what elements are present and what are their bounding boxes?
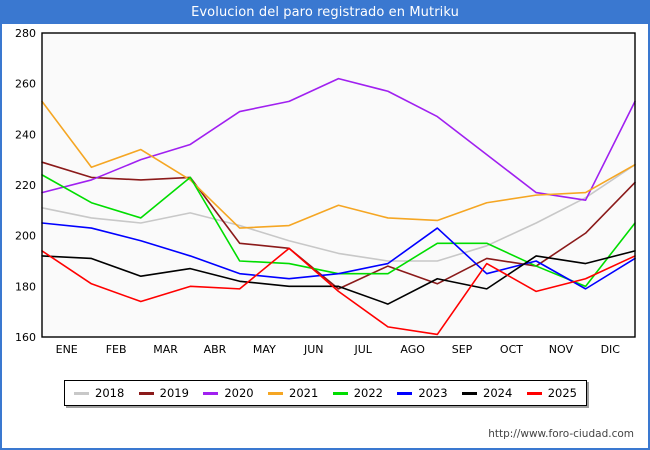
legend-label: 2024: [483, 386, 513, 400]
series-line-2021: [41, 100, 636, 229]
legend-item-2025[interactable]: 2025: [526, 386, 577, 400]
window-title: Evolucion del paro registrado en Mutriku: [2, 2, 648, 24]
x-axis-tick-label: ABR: [204, 343, 227, 356]
x-axis-tick-label: AGO: [400, 343, 425, 356]
legend-label: 2020: [224, 386, 254, 400]
chart-plot-area: 160 180 200 220 240 260 280 ENE FEB MAR ABR MAY JUN…: [2, 24, 648, 374]
x-axis-tick-label: JUL: [353, 343, 372, 356]
x-axis-tick-label: NOV: [549, 343, 574, 356]
y-axis-tick-label: 200: [15, 230, 36, 243]
y-axis-tick-labels: 160 180 200 220 240 260 280: [15, 27, 36, 344]
series-line-2025: [41, 247, 636, 336]
y-axis-tick-label: 220: [15, 179, 36, 192]
legend-swatch-icon: [526, 391, 542, 395]
y-axis-tick-label: 160: [15, 331, 36, 344]
x-axis-tick-labels: ENE FEB MAR ABR MAY JUN JUL AGO SEP OCT NOV DIC: [56, 343, 621, 356]
y-axis-tick-label: 240: [15, 128, 36, 141]
legend-item-2019[interactable]: 2019: [138, 386, 189, 400]
legend-swatch-icon: [268, 391, 284, 395]
legend-item-2020[interactable]: 2020: [203, 386, 254, 400]
legend-item-2022[interactable]: 2022: [332, 386, 383, 400]
x-axis-tick-label: MAR: [153, 343, 178, 356]
series-line-2020: [41, 77, 636, 201]
plot-frame: [41, 32, 636, 338]
x-axis-tick-label: DIC: [601, 343, 621, 356]
x-axis-tick-label: MAY: [253, 343, 276, 356]
legend-label: 2018: [95, 386, 125, 400]
x-axis-tick-label: JUN: [303, 343, 324, 356]
legend-label: 2021: [289, 386, 319, 400]
chart-legend: 2018 2019 2020 2021 2022 2023 2024 2025: [64, 380, 587, 406]
line-chart-svg: 160 180 200 220 240 260 280 ENE FEB MAR ABR MAY JUN…: [15, 27, 636, 356]
source-url: http://www.foro-ciudad.com: [488, 428, 634, 440]
legend-label: 2025: [547, 386, 577, 400]
legend-swatch-icon: [138, 391, 154, 395]
legend-label: 2019: [159, 386, 189, 400]
x-axis-tick-label: OCT: [500, 343, 523, 356]
legend-label: 2023: [418, 386, 448, 400]
x-axis-tick-label: FEB: [106, 343, 127, 356]
series-line-2024: [41, 250, 636, 305]
legend-swatch-icon: [74, 391, 89, 395]
y-axis-tick-label: 180: [15, 280, 36, 293]
legend-item-2024[interactable]: 2024: [462, 386, 512, 400]
legend-item-2018[interactable]: 2018: [74, 386, 124, 400]
y-axis-tick-label: 260: [15, 78, 36, 91]
legend-label: 2022: [353, 386, 383, 400]
x-axis-tick-label: SEP: [452, 343, 473, 356]
x-axis-tick-label: ENE: [56, 343, 78, 356]
legend-swatch-icon: [332, 391, 348, 395]
legend-item-2021[interactable]: 2021: [268, 386, 318, 400]
y-axis-tick-label: 280: [15, 27, 36, 40]
series-line-2018: [41, 163, 636, 262]
legend-swatch-icon: [397, 391, 413, 395]
legend-swatch-icon: [203, 391, 219, 395]
legend-swatch-icon: [462, 391, 478, 395]
series-line-2023: [41, 222, 636, 290]
data-series-lines: [41, 77, 636, 336]
legend-item-2023[interactable]: 2023: [397, 386, 448, 400]
